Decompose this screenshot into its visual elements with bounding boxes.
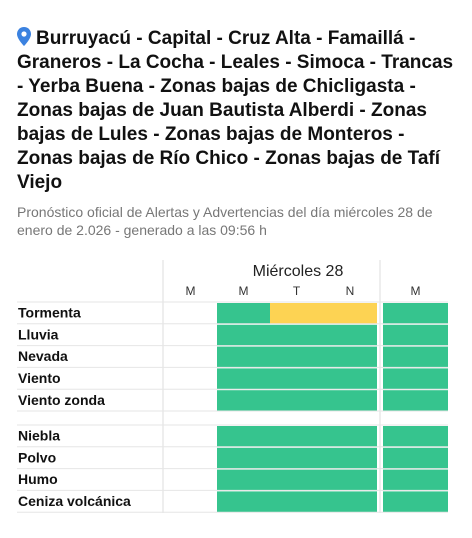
alert-cell	[165, 368, 216, 390]
alert-cell	[270, 491, 323, 513]
alert-cell	[323, 324, 377, 346]
alert-cell	[165, 491, 216, 513]
alert-cell	[217, 346, 270, 368]
alert-cell	[165, 447, 216, 469]
row-label: Polvo	[18, 449, 56, 465]
row-label: Viento zonda	[18, 392, 105, 408]
alert-cell	[217, 469, 270, 491]
alert-cell	[270, 324, 323, 346]
location-icon	[17, 27, 31, 46]
row-label: Ceniza volcánica	[18, 493, 131, 509]
alert-cell	[383, 390, 448, 411]
alert-cell	[270, 390, 323, 411]
alert-cell	[270, 469, 323, 491]
alert-cell	[165, 390, 216, 411]
title-text: Burruyacú - Capital - Cruz Alta - Famail…	[17, 28, 454, 193]
row-label: Humo	[18, 471, 58, 487]
alert-cell	[383, 426, 448, 447]
alert-cell	[323, 390, 377, 411]
alert-cell	[323, 447, 377, 469]
alert-cell	[270, 346, 323, 368]
alert-cell	[165, 426, 216, 447]
alert-cell	[323, 346, 377, 368]
alert-cell	[165, 324, 216, 346]
column-header: M	[239, 284, 249, 298]
alert-cell	[165, 346, 216, 368]
alert-cell	[217, 491, 270, 513]
header-title: Burruyacú - Capital - Cruz Alta - Famail…	[17, 27, 462, 195]
day-label: Miércoles 28	[253, 263, 344, 280]
alert-cell	[217, 426, 270, 447]
alert-cell	[217, 390, 270, 411]
alert-cell	[323, 426, 377, 447]
alert-cell	[383, 368, 448, 390]
alert-cell	[270, 426, 323, 447]
column-header: M	[411, 284, 421, 298]
alert-cell	[270, 368, 323, 390]
row-label: Tormenta	[18, 305, 81, 321]
alert-cell	[383, 303, 448, 324]
alert-cell	[383, 447, 448, 469]
column-header: N	[346, 284, 355, 298]
row-label: Lluvia	[18, 326, 59, 342]
alert-cell	[217, 303, 270, 324]
alert-cell	[270, 303, 323, 324]
alert-table: Miércoles 28 M M T N M Tormenta Lluvia Nevada Vi…	[17, 260, 448, 513]
alert-cell	[323, 491, 377, 513]
alert-cell	[383, 469, 448, 491]
alert-cell	[217, 447, 270, 469]
column-header: M	[186, 284, 196, 298]
alert-cell	[383, 491, 448, 513]
alert-cell	[165, 303, 216, 324]
column-header: T	[293, 284, 301, 298]
alert-cell	[217, 368, 270, 390]
header-subtitle: Pronóstico oficial de Alertas y Adverten…	[17, 204, 433, 238]
row-label: Niebla	[18, 428, 60, 444]
alert-cell	[165, 469, 216, 491]
alert-cell	[323, 368, 377, 390]
alert-cell	[323, 303, 377, 324]
row-label: Viento	[18, 370, 61, 386]
alert-cell	[323, 469, 377, 491]
alert-cell	[270, 447, 323, 469]
row-label: Nevada	[18, 348, 68, 364]
alert-cell	[217, 324, 270, 346]
alert-cell	[383, 346, 448, 368]
alert-cell	[383, 324, 448, 346]
